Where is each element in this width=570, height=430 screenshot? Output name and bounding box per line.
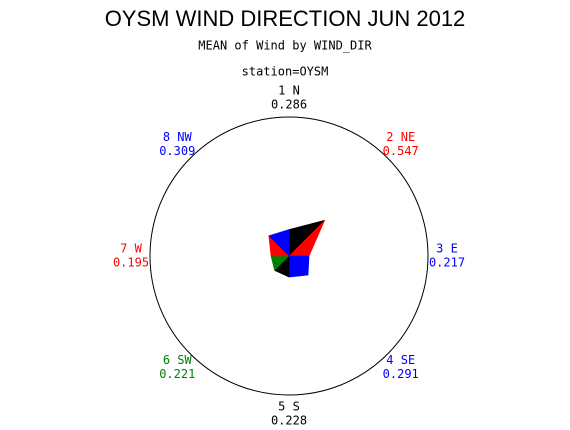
outer-circle — [149, 116, 429, 396]
star-wedge — [268, 229, 290, 257]
chart-title: OYSM WIND DIRECTION JUN 2012 — [105, 6, 466, 31]
value-label: 0.217 — [429, 256, 465, 270]
category-label: 7 W — [120, 242, 142, 256]
category-label: 6 SW — [163, 353, 193, 367]
category-label: 4 SE — [386, 353, 415, 367]
value-label: 0.221 — [159, 367, 195, 381]
category-label: 3 E — [436, 242, 458, 256]
value-label: 0.195 — [113, 256, 149, 270]
category-label: 8 NW — [163, 130, 193, 144]
value-label: 0.547 — [383, 144, 419, 158]
category-label: 2 NE — [386, 130, 415, 144]
value-label: 0.291 — [383, 367, 419, 381]
value-label: 0.228 — [271, 414, 307, 428]
category-label: 5 S — [278, 400, 300, 414]
group-label: station=OYSM — [242, 65, 329, 79]
value-label: 0.286 — [271, 98, 307, 112]
value-label: 0.309 — [159, 144, 195, 158]
chart-subtitle: MEAN of Wind by WIND_DIR — [198, 39, 372, 53]
category-label: 1 N — [278, 84, 300, 98]
